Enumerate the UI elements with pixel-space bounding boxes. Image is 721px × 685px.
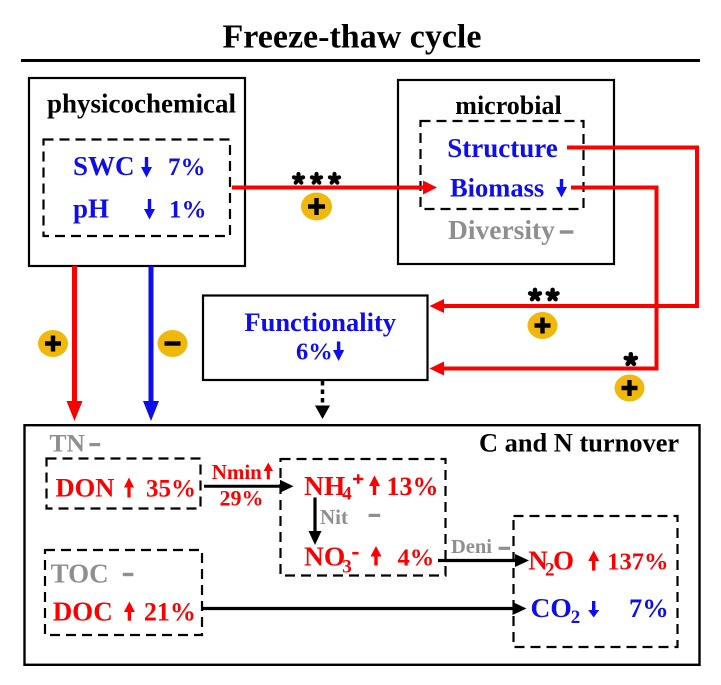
svg-text:C and N turnover: C and N turnover	[479, 428, 679, 458]
svg-text:7%: 7%	[629, 593, 669, 623]
svg-text:Nit: Nit	[320, 505, 348, 529]
svg-text:29%: 29%	[220, 485, 264, 510]
svg-text:Functionality: Functionality	[244, 307, 396, 337]
svg-text:O: O	[553, 546, 574, 576]
svg-text:Biomass: Biomass	[450, 173, 544, 203]
svg-text:Nmin: Nmin	[212, 460, 262, 484]
svg-text:4: 4	[342, 484, 352, 505]
svg-text:3: 3	[342, 557, 352, 578]
svg-text:NH: NH	[304, 470, 345, 501]
svg-text:137%: 137%	[607, 549, 668, 576]
svg-text:physicochemical: physicochemical	[47, 89, 236, 119]
svg-text:Freeze-thaw cycle: Freeze-thaw cycle	[223, 18, 482, 55]
svg-text:Structure: Structure	[447, 133, 557, 163]
svg-text:TOC: TOC	[51, 559, 109, 589]
svg-text:6%: 6%	[296, 338, 333, 365]
svg-text:21%: 21%	[144, 598, 196, 627]
svg-text:35%: 35%	[146, 476, 196, 503]
svg-text:NO: NO	[304, 541, 345, 572]
svg-text:2: 2	[571, 607, 581, 628]
svg-text:DON: DON	[56, 473, 115, 503]
svg-text:pH: pH	[73, 194, 109, 224]
svg-text:CO: CO	[531, 592, 572, 623]
svg-text:TN: TN	[50, 429, 86, 458]
svg-text:13%: 13%	[387, 472, 439, 501]
svg-text:1%: 1%	[169, 197, 207, 224]
svg-text:Deni: Deni	[451, 536, 492, 558]
svg-text:Diversity: Diversity	[448, 214, 555, 245]
svg-text:2: 2	[545, 560, 555, 581]
svg-text:7%: 7%	[168, 154, 206, 181]
svg-text:SWC: SWC	[73, 151, 135, 181]
svg-text:microbial: microbial	[455, 91, 561, 120]
svg-text:N: N	[528, 546, 548, 576]
svg-text:DOC: DOC	[53, 597, 113, 627]
svg-text:4%: 4%	[398, 545, 435, 572]
